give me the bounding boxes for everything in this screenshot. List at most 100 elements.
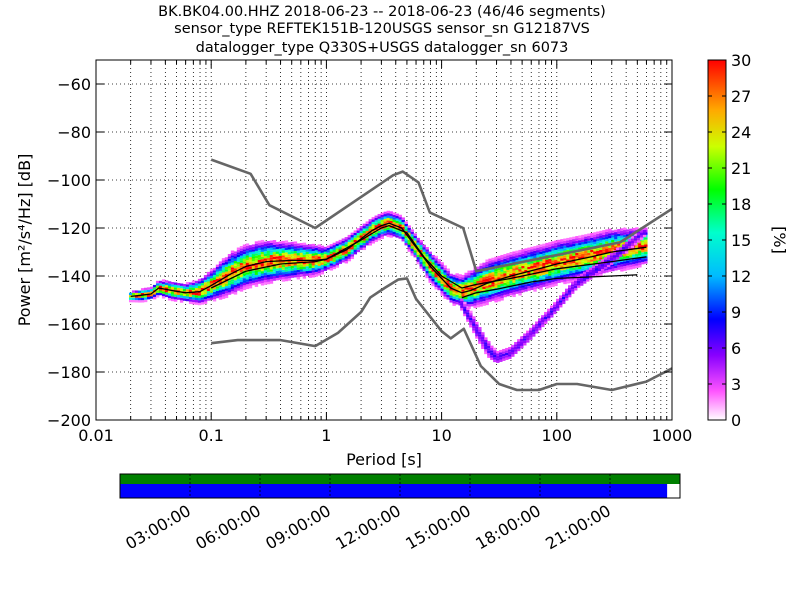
density-cell bbox=[539, 258, 543, 262]
density-cell bbox=[338, 254, 343, 257]
density-cell bbox=[251, 280, 256, 283]
density-cell bbox=[536, 281, 540, 284]
density-cell bbox=[161, 281, 166, 285]
density-cell bbox=[614, 244, 618, 247]
density-cell bbox=[281, 255, 286, 258]
density-cell bbox=[347, 234, 352, 238]
density-cell bbox=[296, 265, 301, 268]
density-cell bbox=[626, 229, 630, 232]
density-cell bbox=[591, 267, 596, 271]
density-cell bbox=[137, 300, 142, 303]
density-cell bbox=[458, 300, 462, 304]
density-cell bbox=[515, 286, 519, 290]
density-cell bbox=[434, 274, 438, 278]
density-cell bbox=[481, 339, 485, 342]
density-cell bbox=[395, 213, 399, 217]
density-cell bbox=[530, 268, 534, 271]
density-cell bbox=[565, 295, 569, 299]
density-cell bbox=[509, 269, 513, 272]
density-cell bbox=[473, 279, 477, 282]
density-cell bbox=[506, 269, 510, 273]
density-cell bbox=[500, 286, 504, 289]
density-cell bbox=[608, 269, 612, 272]
density-cell bbox=[368, 228, 372, 232]
density-cell bbox=[452, 298, 456, 302]
density-cell bbox=[642, 227, 647, 230]
density-cell bbox=[497, 289, 501, 292]
density-cell bbox=[224, 295, 229, 299]
density-cell bbox=[221, 279, 226, 283]
density-cell bbox=[239, 289, 244, 292]
density-cell bbox=[499, 359, 503, 362]
density-cell bbox=[128, 295, 133, 298]
density-cell bbox=[422, 266, 426, 269]
density-cell bbox=[494, 292, 498, 296]
density-cell bbox=[476, 276, 480, 279]
density-cell bbox=[305, 268, 310, 272]
density-cell bbox=[197, 278, 202, 282]
density-cell bbox=[545, 281, 549, 284]
density-cell bbox=[431, 262, 435, 265]
density-cell bbox=[269, 252, 274, 255]
density-cell bbox=[389, 228, 393, 231]
density-cell bbox=[344, 251, 349, 254]
density-cell bbox=[356, 232, 361, 236]
density-cell bbox=[609, 262, 614, 266]
density-cell bbox=[227, 270, 232, 274]
density-cell bbox=[218, 270, 223, 274]
density-cell bbox=[272, 276, 277, 279]
density-cell bbox=[371, 241, 375, 244]
density-cell bbox=[254, 279, 259, 283]
density-cell bbox=[500, 295, 504, 299]
density-cell bbox=[482, 274, 486, 278]
density-cell bbox=[281, 264, 286, 268]
density-cell bbox=[164, 287, 169, 290]
density-cell bbox=[602, 239, 606, 243]
density-cell bbox=[533, 253, 537, 256]
density-cell bbox=[290, 270, 295, 274]
density-cell bbox=[566, 278, 570, 282]
density-cell bbox=[239, 246, 244, 249]
density-cell bbox=[332, 257, 337, 260]
density-cell bbox=[296, 255, 301, 258]
density-cell bbox=[224, 276, 229, 279]
density-cell bbox=[434, 258, 438, 261]
density-cell bbox=[614, 248, 618, 252]
density-cell bbox=[485, 297, 489, 301]
density-cell bbox=[413, 240, 417, 243]
density-cell bbox=[371, 226, 375, 230]
density-cell bbox=[520, 343, 524, 346]
density-cell bbox=[464, 291, 468, 295]
density-cell bbox=[428, 261, 432, 264]
density-cell bbox=[581, 256, 585, 259]
density-cell bbox=[603, 257, 608, 260]
density-cell bbox=[326, 250, 331, 253]
density-cell bbox=[499, 352, 503, 355]
density-cell bbox=[512, 253, 516, 257]
density-cell bbox=[398, 224, 402, 227]
density-cell bbox=[518, 252, 522, 255]
density-cell bbox=[493, 350, 497, 353]
density-cell bbox=[449, 276, 453, 279]
density-cell bbox=[176, 297, 181, 300]
density-cell bbox=[572, 275, 576, 278]
density-cell bbox=[566, 245, 570, 248]
density-cell bbox=[455, 299, 459, 303]
density-cell bbox=[443, 294, 447, 297]
x-tick-label: 1 bbox=[321, 426, 331, 445]
density-cell bbox=[493, 352, 497, 355]
density-cell bbox=[449, 288, 453, 291]
density-cell bbox=[478, 341, 482, 344]
density-cell bbox=[191, 294, 196, 298]
density-cell bbox=[494, 290, 498, 293]
density-cell bbox=[611, 247, 615, 250]
density-cell bbox=[563, 255, 567, 258]
density-cell bbox=[536, 269, 540, 272]
density-cell bbox=[467, 299, 471, 302]
density-cell bbox=[584, 243, 588, 247]
density-cell bbox=[263, 248, 268, 252]
density-cell bbox=[472, 321, 476, 324]
density-cell bbox=[599, 233, 603, 236]
density-cell bbox=[296, 243, 301, 246]
density-cell bbox=[614, 236, 618, 240]
